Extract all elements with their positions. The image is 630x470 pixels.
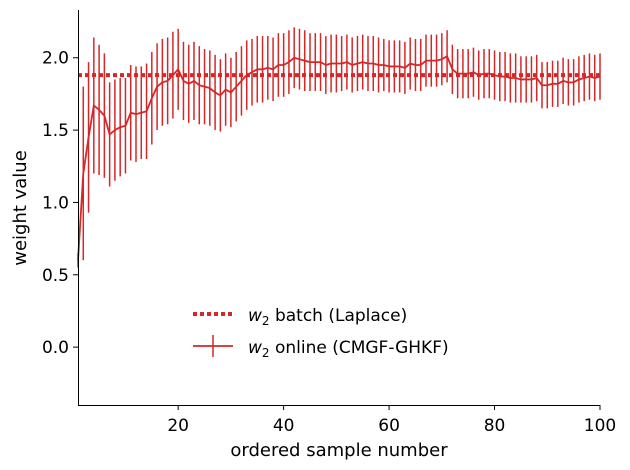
plot-marks (77, 27, 601, 268)
y-tick-label: 0.0 (42, 338, 69, 358)
y-tick-label: 1.0 (42, 193, 69, 213)
y-tick-label: 0.5 (42, 266, 69, 286)
y-tick-label: 2.0 (42, 49, 69, 69)
x-tick-label: 40 (273, 416, 295, 436)
online-line (77, 55, 601, 261)
legend-label-batch: w2 batch (Laplace) (248, 306, 407, 328)
y-tick-label: 1.5 (42, 121, 69, 141)
x-tick-label: 100 (584, 416, 616, 436)
y-ticks: 0.0 0.5 1.0 1.5 2.0 (42, 49, 78, 358)
x-tick-label: 20 (167, 416, 189, 436)
legend: w2 batch (Laplace) w2 online (CMGF-GHKF) (193, 306, 449, 360)
x-tick-label: 80 (484, 416, 506, 436)
x-axis-label: ordered sample number (230, 440, 448, 461)
y-axis-label: weight value (10, 150, 31, 266)
x-tick-label: 60 (378, 416, 400, 436)
legend-label-online: w2 online (CMGF-GHKF) (248, 338, 449, 360)
x-ticks: 20 40 60 80 100 (167, 405, 616, 436)
